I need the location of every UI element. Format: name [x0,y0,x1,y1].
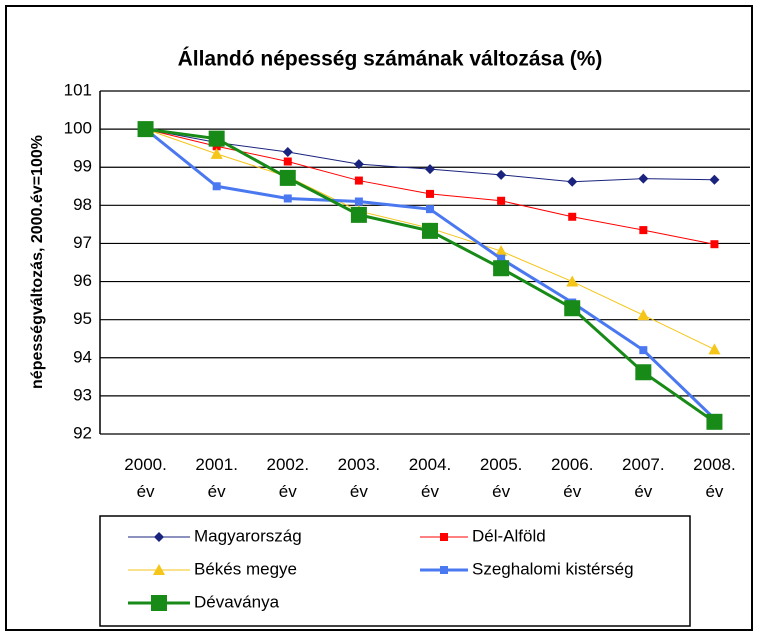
marker [422,222,438,239]
marker [706,413,723,430]
marker [208,130,225,147]
y-tick-label: 92 [73,423,92,442]
legend-label: Dél-Alföld [472,526,546,545]
marker [425,164,435,175]
marker [153,564,165,575]
marker [151,595,167,611]
y-tick-label: 93 [73,385,92,404]
y-tick-label: 101 [64,80,92,99]
y-tick-label: 97 [73,233,92,252]
marker [497,254,506,263]
marker [426,189,434,198]
marker [496,169,507,180]
legend-box [99,515,691,627]
marker [354,197,363,206]
marker [279,169,296,186]
x-tick-label: 2005. év [480,455,523,501]
legend-label: Békés megye [194,559,297,578]
y-axis-label: népességváltozás, 2000.év=100% [29,135,46,389]
legend-label: Magyarország [194,526,302,545]
marker [637,309,650,321]
legend-label: Dévaványa [194,592,280,611]
x-tick-label: 2002. év [267,455,310,501]
marker [567,176,578,187]
marker [353,159,364,170]
marker [440,566,448,574]
y-tick-label: 98 [73,195,92,214]
marker [154,532,164,542]
marker [495,245,508,257]
marker [564,300,581,317]
marker [708,343,721,355]
marker [210,147,223,159]
y-tick-label: 96 [73,271,92,290]
marker [566,275,579,287]
x-tick-label: 2008. év [693,455,736,501]
marker [635,364,652,381]
marker [497,196,506,205]
marker [283,157,292,166]
y-tick-label: 99 [73,157,92,176]
marker [639,226,648,235]
x-tick-label: 2007. év [622,455,665,501]
chart-title: Állandó népesség számának változása (%) [178,48,603,71]
x-tick-label: 2006. év [551,455,594,501]
marker [212,182,221,191]
marker [710,240,719,249]
marker [493,260,510,277]
marker [283,194,292,203]
marker [568,212,577,221]
x-tick-label: 2003. év [338,455,381,501]
x-tick-label: 2001. év [195,455,238,501]
marker [354,176,363,185]
y-tick-label: 94 [73,347,92,366]
marker [137,121,154,138]
marker [350,206,367,223]
y-tick-label: 100 [64,119,92,138]
marker [282,146,293,157]
marker [638,173,649,184]
x-tick-label: 2000. év [124,455,167,501]
y-tick-label: 95 [73,309,92,328]
marker [709,174,720,185]
marker [440,533,448,541]
x-tick-label: 2004. év [409,455,452,501]
legend-label: Szeghalomi kistérség [472,559,634,578]
marker [426,205,434,214]
marker [639,346,648,355]
